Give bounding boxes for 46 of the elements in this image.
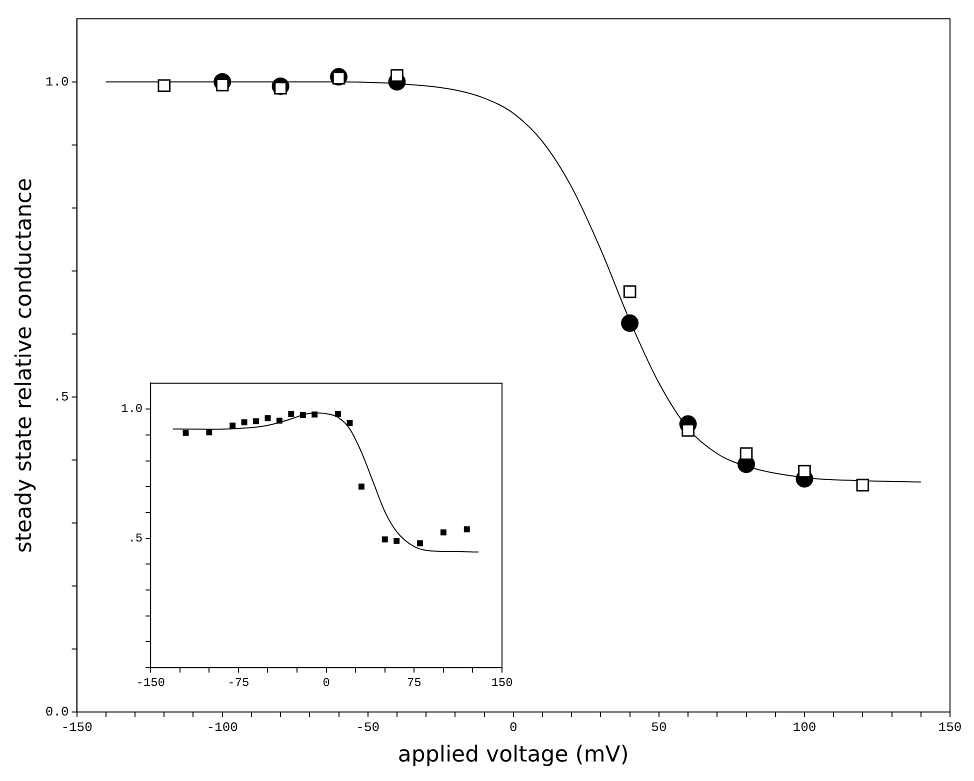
point [394, 538, 400, 544]
y-tick-label: 1.0 [120, 402, 143, 416]
x-tick-label: -75 [228, 676, 250, 690]
point [300, 412, 306, 418]
point [417, 540, 423, 546]
y-tick-label: 1.0 [45, 74, 69, 90]
point [623, 285, 636, 298]
x-axis-title: applied voltage (mV) [398, 742, 629, 768]
x-tick-label: 100 [792, 720, 816, 736]
y-tick-label: 0.0 [45, 704, 69, 720]
x-tick-label: 0 [509, 720, 518, 736]
x-tick-label: 0 [322, 676, 330, 690]
x-tick-label: -50 [356, 720, 380, 736]
point [682, 424, 694, 437]
point [346, 420, 353, 426]
point [312, 412, 318, 418]
x-tick-label: -100 [206, 720, 238, 736]
point [440, 529, 446, 536]
point [740, 447, 753, 460]
x-tick-label: 50 [651, 720, 667, 736]
point [464, 526, 470, 532]
point [390, 69, 404, 82]
point [241, 419, 248, 426]
point [206, 429, 212, 436]
line-series [172, 412, 480, 553]
point [358, 484, 364, 490]
x-tick-label: 150 [938, 720, 962, 736]
x-tick-label: -150 [61, 720, 92, 736]
point [798, 464, 811, 478]
point [856, 478, 870, 492]
y-tick-label: .5 [128, 532, 143, 546]
x-tick-label: 75 [406, 676, 422, 690]
point [335, 410, 341, 417]
point [182, 430, 189, 436]
point [621, 314, 639, 332]
x-tick-label: 150 [491, 676, 513, 690]
point [276, 418, 282, 424]
point [288, 410, 294, 417]
point [253, 418, 259, 424]
x-tick-label: -150 [136, 676, 166, 690]
point [382, 536, 388, 542]
point [230, 422, 236, 429]
y-tick-label: .5 [53, 389, 69, 404]
y-axis-title: steady state relative conductance [12, 178, 37, 553]
point [264, 415, 271, 422]
point [158, 79, 171, 92]
